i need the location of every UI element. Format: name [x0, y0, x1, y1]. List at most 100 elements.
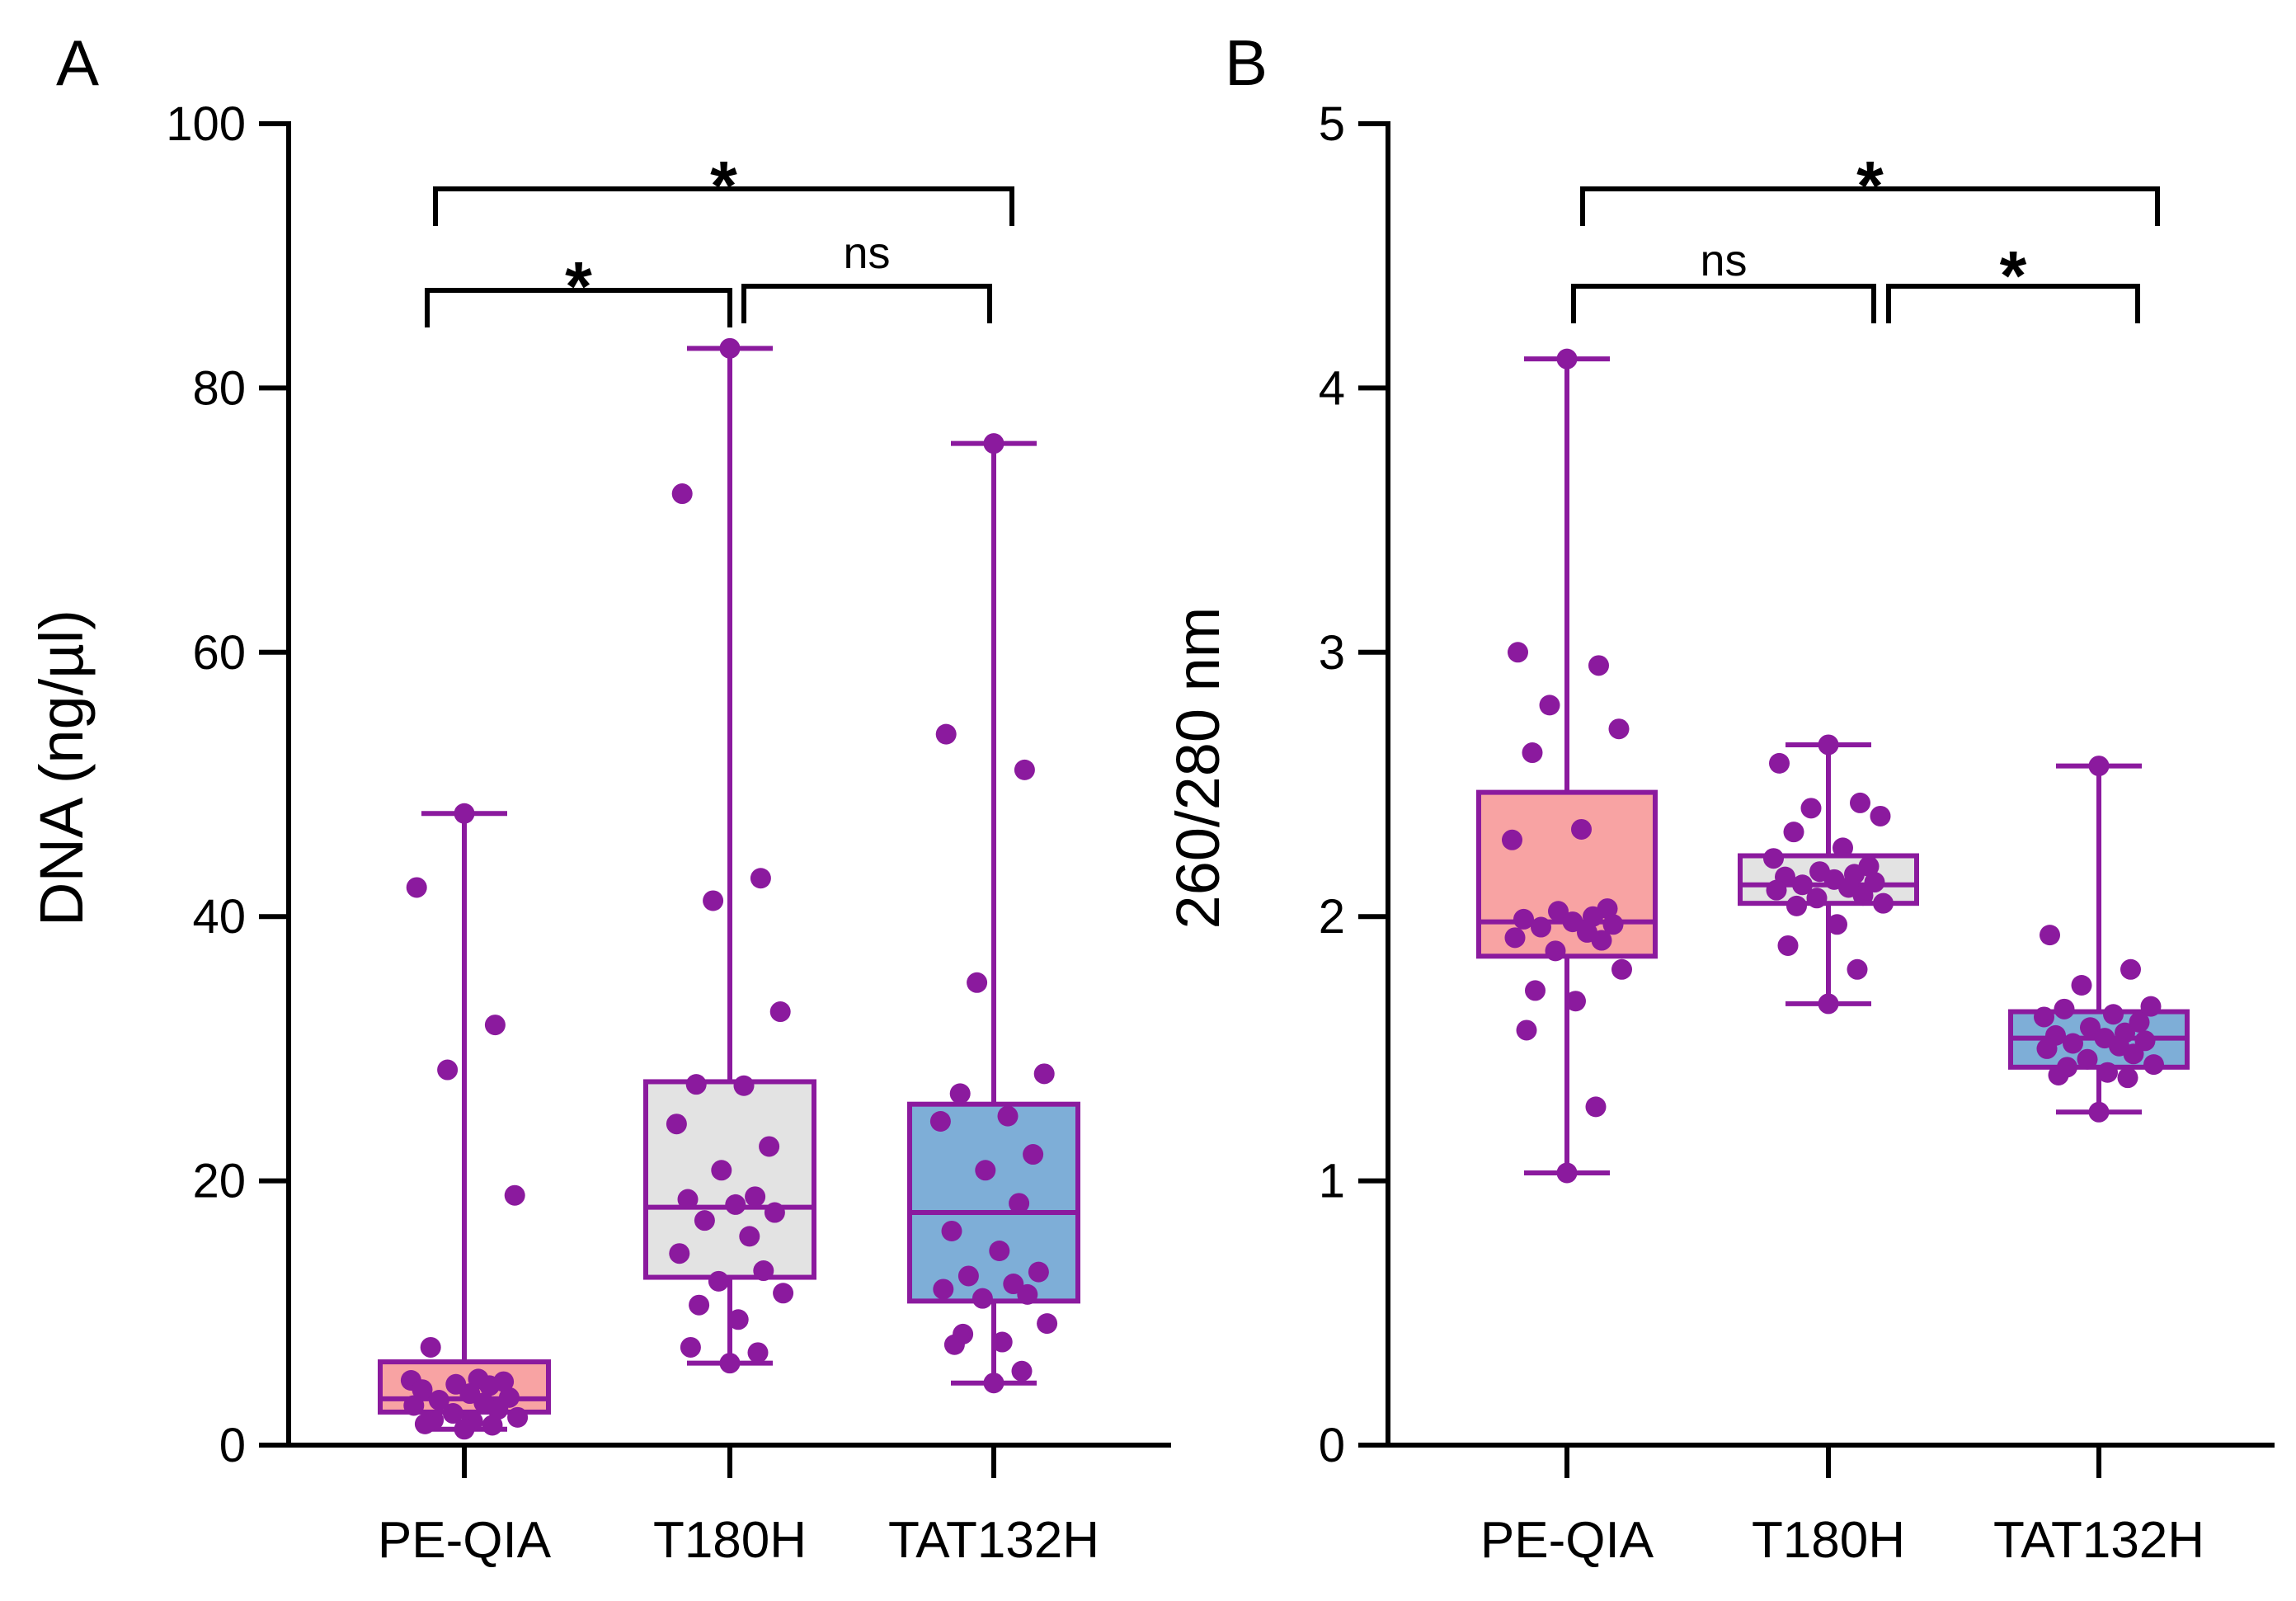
y-tick-label: 80 — [192, 361, 246, 415]
data-point — [1818, 993, 1839, 1015]
data-point — [420, 1336, 441, 1358]
data-point — [997, 1105, 1019, 1127]
data-point — [1556, 1162, 1578, 1184]
box-plot-t180h — [1738, 734, 1919, 1015]
panel-b: B 0 1 2 3 4 5 260/280 nm PE-QIA T180H TAT132H ns * * — [1164, 26, 2275, 1569]
data-point — [1003, 1274, 1024, 1295]
data-point — [764, 1202, 785, 1223]
data-point — [437, 1059, 459, 1081]
data-point — [504, 1184, 525, 1206]
data-point — [991, 1331, 1013, 1353]
data-point — [1800, 798, 1822, 819]
significance-label: ns — [1700, 236, 1747, 285]
significance-label: * — [2000, 237, 2027, 314]
y-tick-label: 5 — [1319, 97, 1345, 151]
y-tick-label: 60 — [192, 626, 246, 680]
box-plot-tat132h — [2008, 756, 2190, 1123]
data-point — [666, 1114, 687, 1135]
significance-bracket: * — [1886, 237, 2140, 323]
data-point — [725, 1194, 746, 1215]
data-point — [1792, 874, 1813, 896]
significance-label: ns — [843, 228, 890, 278]
data-point — [1545, 940, 1566, 962]
data-point — [669, 1243, 690, 1264]
data-point — [1037, 1313, 1058, 1335]
data-point — [479, 1375, 501, 1396]
box-iqr — [907, 1101, 1080, 1304]
significance-label: * — [565, 247, 592, 325]
data-point — [708, 1270, 729, 1292]
data-point — [1539, 695, 1560, 716]
data-point — [2054, 998, 2075, 1019]
data-point — [412, 1379, 433, 1401]
data-point — [703, 890, 724, 911]
bracket-line — [741, 284, 992, 323]
data-point — [2140, 996, 2162, 1017]
panel-letter: A — [56, 26, 99, 99]
data-point — [1562, 911, 1583, 933]
panel-letter: B — [1225, 26, 1268, 99]
data-point — [1763, 848, 1784, 869]
data-point — [1028, 1261, 1049, 1283]
data-point — [1522, 742, 1543, 764]
data-point — [1513, 908, 1534, 930]
y-tick-label: 20 — [192, 1155, 246, 1208]
data-point — [689, 1294, 710, 1316]
data-point — [975, 1160, 996, 1181]
y-tick-label: 40 — [192, 890, 246, 944]
data-point — [1602, 914, 1624, 935]
y-tick-label: 100 — [166, 97, 246, 151]
data-point — [1504, 927, 1526, 949]
data-point — [1777, 935, 1799, 956]
data-point — [1585, 1096, 1607, 1118]
data-point — [694, 1210, 715, 1231]
data-point — [2088, 1101, 2110, 1123]
panel-a: A 0 20 40 60 80 100 DNA (ng/µl) PE-QIA T180H TAT13… — [27, 26, 1171, 1569]
data-point — [739, 1226, 760, 1247]
data-point — [759, 1136, 780, 1157]
data-point — [935, 723, 957, 745]
box-plot-t180h — [643, 337, 816, 1374]
data-point — [1583, 906, 1603, 927]
data-point — [745, 1186, 766, 1208]
data-point — [685, 1074, 707, 1095]
data-point — [750, 868, 771, 889]
data-point — [454, 803, 475, 824]
data-point — [719, 337, 741, 359]
data-point — [733, 1075, 755, 1096]
data-point — [933, 1278, 954, 1300]
data-point — [753, 1260, 774, 1282]
data-point — [989, 1241, 1010, 1262]
data-point — [1833, 837, 1853, 859]
data-point — [2040, 925, 2060, 946]
data-point — [1783, 822, 1804, 843]
significance-label: * — [1856, 147, 1884, 224]
data-point — [2077, 1048, 2098, 1070]
data-point — [2103, 1004, 2124, 1025]
data-point — [1011, 1360, 1033, 1382]
data-point — [1033, 1063, 1055, 1085]
data-point — [1611, 958, 1632, 980]
data-point — [1525, 980, 1546, 1001]
data-point — [1818, 734, 1839, 756]
data-point — [2048, 1064, 2069, 1085]
data-point — [2063, 1033, 2083, 1054]
data-point — [967, 972, 988, 993]
data-point — [1769, 752, 1790, 774]
bracket-line — [1571, 284, 1876, 323]
significance-bracket: * — [425, 247, 732, 327]
data-point — [941, 1220, 962, 1241]
data-point — [2120, 958, 2141, 980]
data-point — [2071, 975, 2092, 996]
data-point — [943, 1334, 965, 1355]
data-point — [929, 1111, 951, 1132]
data-point — [2143, 1054, 2164, 1076]
data-point — [727, 1309, 749, 1330]
data-point — [1591, 930, 1612, 951]
y-tick-label: 4 — [1319, 361, 1345, 415]
data-point — [1516, 1019, 1537, 1041]
data-point — [1023, 1144, 1044, 1165]
data-point — [2036, 1038, 2058, 1059]
data-point — [1852, 885, 1874, 906]
data-point — [1565, 991, 1586, 1012]
